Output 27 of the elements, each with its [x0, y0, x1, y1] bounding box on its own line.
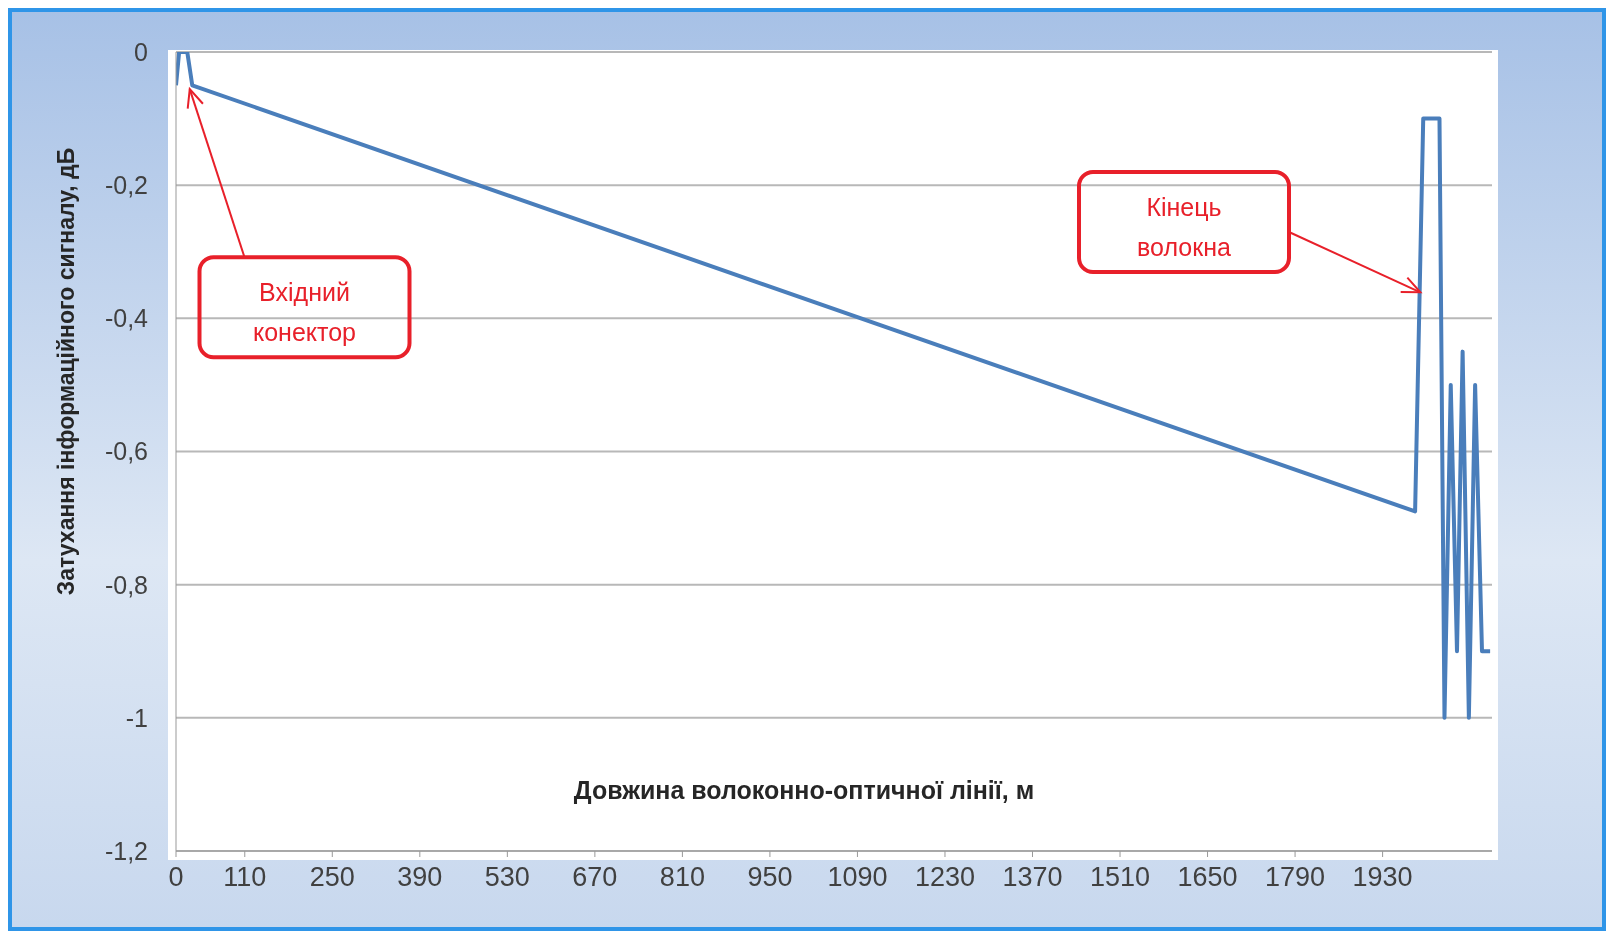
x-tick-label: 1370: [1002, 862, 1063, 893]
y-tick-label: -0,2: [104, 171, 148, 200]
x-tick-label: 950: [747, 862, 793, 893]
x-axis-title: Довжина волоконно-оптичної лінії, м: [573, 776, 1035, 804]
line-series: [176, 52, 1492, 720]
x-tick-label: 1230: [914, 862, 976, 893]
x-tick-label: 670: [572, 862, 618, 893]
y-tick-label: 0: [134, 37, 148, 66]
y-tick-label: -0,4: [104, 304, 149, 333]
y-tick-label: -0,8: [104, 570, 148, 599]
x-tick-label: 1930: [1352, 862, 1413, 893]
y-tick-label: -1: [125, 703, 148, 732]
annotation: Вхідний конектор: [252, 278, 357, 347]
x-tick-label: 390: [397, 862, 443, 893]
x-tick-label: 110: [223, 862, 267, 893]
x-tick-label: 1650: [1177, 862, 1238, 893]
x-tick-label: 1790: [1265, 862, 1326, 893]
x-tick-label: 1090: [827, 862, 888, 893]
x-tick-label: 810: [659, 862, 705, 893]
x-tick-label: 0: [168, 862, 184, 893]
y-tick-label: -0,6: [104, 437, 148, 466]
annotation: Кінець волокна: [1137, 193, 1231, 261]
y-tick-label: -1,2: [104, 836, 148, 865]
x-tick-label: 250: [309, 862, 355, 893]
x-tick-label: 530: [484, 862, 530, 893]
y-axis-title: Затухання інформаційного сигналу, дБ: [53, 147, 79, 596]
x-tick-label: 1510: [1089, 862, 1151, 893]
